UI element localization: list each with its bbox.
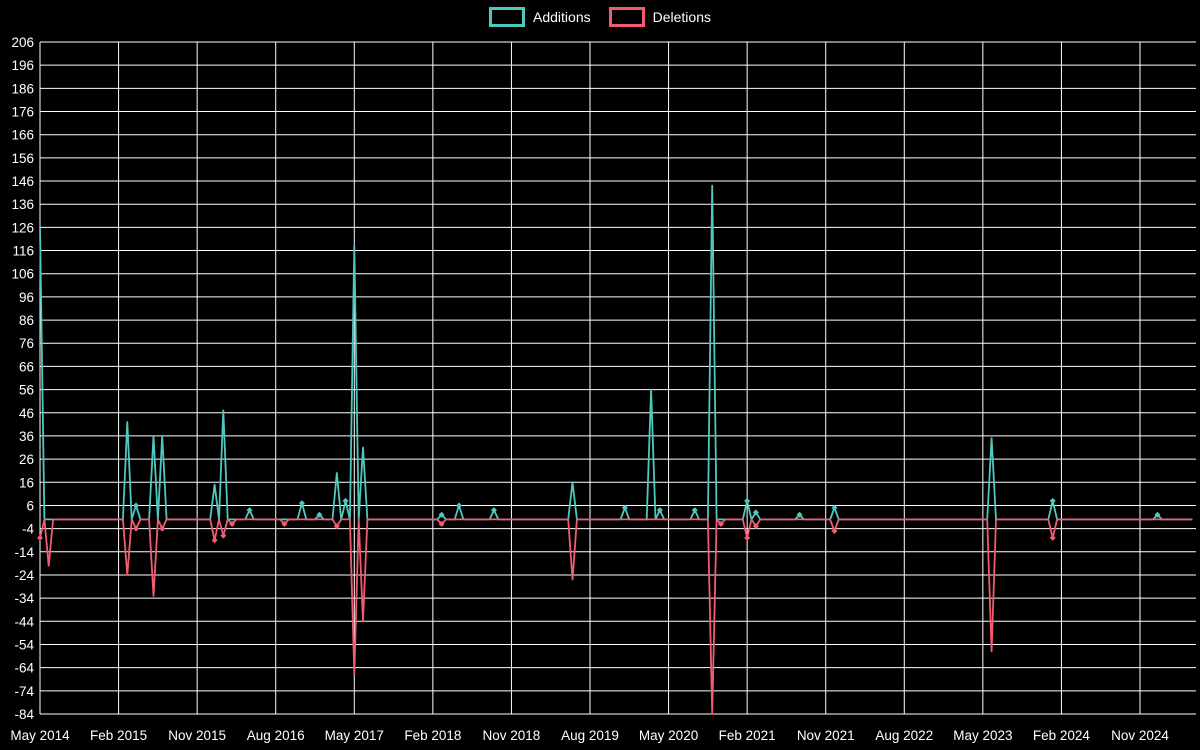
additions-marker xyxy=(133,502,140,509)
legend-item-additions[interactable]: Additions xyxy=(489,7,591,27)
x-tick-label: Nov 2021 xyxy=(797,728,855,743)
deletions-marker xyxy=(333,523,340,530)
y-tick-label: -14 xyxy=(14,545,34,560)
y-tick-label: 46 xyxy=(19,406,34,421)
y-tick-label: 176 xyxy=(11,105,34,120)
y-tick-label: -84 xyxy=(14,707,34,722)
additions-marker xyxy=(831,504,838,511)
y-tick-label: 26 xyxy=(19,452,34,467)
legend-item-deletions[interactable]: Deletions xyxy=(608,7,711,27)
deletions-marker xyxy=(831,527,838,534)
x-tick-label: Nov 2018 xyxy=(483,728,541,743)
x-tick-label: May 2023 xyxy=(953,728,1012,743)
deletions-marker xyxy=(133,525,140,532)
y-tick-label: -4 xyxy=(22,522,34,537)
x-tick-label: Aug 2016 xyxy=(247,728,305,743)
additions-marker xyxy=(298,500,305,507)
y-tick-label: -44 xyxy=(14,614,34,629)
deletions-marker xyxy=(717,520,724,527)
x-tick-label: Feb 2021 xyxy=(719,728,776,743)
y-tick-label: 6 xyxy=(26,498,34,513)
deletions-legend-label: Deletions xyxy=(652,9,711,25)
y-tick-label: -74 xyxy=(14,684,34,699)
deletions-marker xyxy=(159,525,166,532)
y-tick-label: 16 xyxy=(19,475,34,490)
y-tick-label: 166 xyxy=(11,128,34,143)
deletions-marker xyxy=(211,537,218,544)
x-tick-label: May 2017 xyxy=(325,728,384,743)
x-tick-label: Feb 2015 xyxy=(90,728,147,743)
additions-marker xyxy=(438,511,445,518)
deletions-swatch xyxy=(608,7,645,27)
y-tick-label: 196 xyxy=(11,58,34,73)
y-tick-label: 136 xyxy=(11,197,34,212)
x-tick-label: Nov 2024 xyxy=(1111,728,1169,743)
y-tick-label: -24 xyxy=(14,568,34,583)
additions-marker xyxy=(246,507,253,514)
chart-legend: Additions Deletions xyxy=(0,7,1200,27)
y-tick-label: 126 xyxy=(11,220,34,235)
x-tick-label: May 2014 xyxy=(10,728,70,743)
y-tick-label: 116 xyxy=(12,244,34,259)
y-tick-label: 146 xyxy=(11,174,34,189)
additions-marker xyxy=(691,507,698,514)
additions-marker xyxy=(752,509,759,516)
y-tick-label: -54 xyxy=(14,637,34,652)
y-tick-label: 36 xyxy=(19,429,34,444)
x-tick-label: Aug 2019 xyxy=(561,728,619,743)
y-tick-label: 76 xyxy=(19,336,34,351)
x-tick-label: Nov 2015 xyxy=(168,728,226,743)
additions-marker xyxy=(744,497,751,504)
y-tick-label: 106 xyxy=(11,267,34,282)
y-tick-label: 206 xyxy=(11,35,34,50)
deletions-marker xyxy=(752,523,759,530)
y-tick-label: -34 xyxy=(14,591,34,606)
x-tick-label: Aug 2022 xyxy=(875,728,933,743)
deletions-marker xyxy=(1049,534,1056,541)
additions-marker xyxy=(1049,497,1056,504)
additions-marker xyxy=(342,497,349,504)
x-tick-label: May 2020 xyxy=(639,728,698,743)
deletions-marker xyxy=(220,532,227,539)
additions-marker xyxy=(796,511,803,518)
deletions-marker xyxy=(281,520,288,527)
additions-legend-label: Additions xyxy=(533,9,591,25)
additions-marker xyxy=(1154,511,1161,518)
y-tick-label: 56 xyxy=(19,383,34,398)
additions-marker xyxy=(456,502,463,509)
deletions-marker xyxy=(229,520,236,527)
y-tick-label: 186 xyxy=(11,81,34,96)
additions-marker xyxy=(490,507,497,514)
y-tick-label: 66 xyxy=(19,359,34,374)
x-tick-label: Feb 2024 xyxy=(1033,728,1091,743)
deletions-marker xyxy=(744,534,751,541)
y-tick-label: 156 xyxy=(11,151,34,166)
additions-line xyxy=(39,184,1193,521)
additions-marker xyxy=(621,504,628,511)
deletions-marker xyxy=(37,534,43,541)
additions-swatch xyxy=(489,7,526,27)
additions-marker xyxy=(316,511,323,518)
y-tick-label: 86 xyxy=(19,313,34,328)
additions-marker xyxy=(656,507,663,514)
deletions-line xyxy=(39,518,1193,715)
deletions-marker xyxy=(438,520,445,527)
x-tick-label: Feb 2018 xyxy=(404,728,461,743)
y-tick-label: -64 xyxy=(14,661,34,676)
y-tick-label: 96 xyxy=(19,290,34,305)
